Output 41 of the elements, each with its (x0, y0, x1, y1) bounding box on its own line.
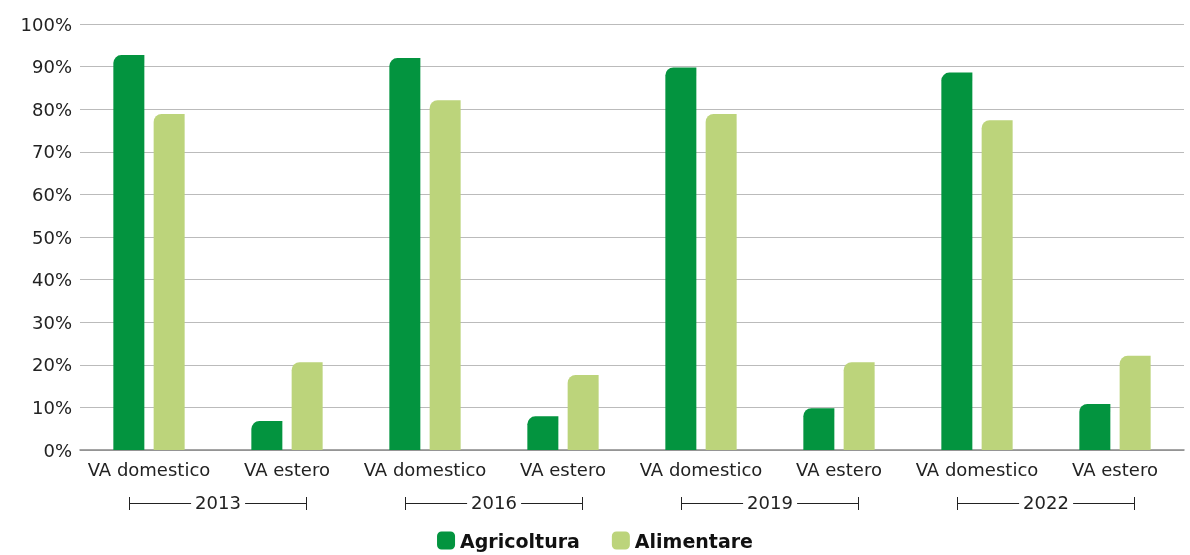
legend-label: Agricoltura (460, 529, 580, 552)
bracket: 2022 (957, 493, 1135, 513)
y-tick-label: 0% (43, 439, 72, 461)
y-tick-label: 80% (31, 98, 72, 120)
y-tick-label: 70% (31, 141, 72, 163)
bar (1119, 355, 1151, 450)
y-tick-label: 50% (31, 226, 72, 248)
y-tick-label: 20% (31, 354, 72, 376)
y-tick-label: 60% (31, 183, 72, 205)
bar (803, 408, 835, 450)
x-tick-label: VA estero (1072, 458, 1158, 480)
x-tick-label: VA domestico (639, 458, 763, 480)
x-tick-label: VA estero (520, 458, 606, 480)
bar (153, 113, 185, 450)
bar (527, 416, 559, 450)
bar (665, 67, 697, 450)
bar (981, 120, 1013, 450)
legend-label: Alimentare (634, 529, 753, 552)
bar (429, 100, 461, 450)
y-tick-label: 40% (31, 269, 72, 291)
bar (1079, 403, 1111, 450)
y-tick-label: 100% (20, 13, 72, 35)
bracket: 2013 (129, 493, 307, 513)
bar (705, 113, 737, 450)
bar (941, 72, 973, 450)
y-tick-label: 10% (31, 396, 72, 418)
x-tick-label: VA domestico (915, 458, 1039, 480)
bracket: 2019 (681, 493, 859, 513)
bar (291, 362, 323, 450)
y-tick-label: 90% (31, 56, 72, 78)
bar (389, 58, 421, 450)
x-tick-label: VA estero (244, 458, 330, 480)
bar (251, 421, 283, 450)
x-tick-label: VA estero (796, 458, 882, 480)
bar (567, 375, 599, 450)
bracket: 2016 (405, 493, 583, 513)
bar (113, 55, 145, 450)
y-tick-label: 30% (31, 311, 72, 333)
x-tick-label: VA domestico (363, 458, 487, 480)
x-tick-label: VA domestico (87, 458, 211, 480)
bar (843, 362, 875, 450)
